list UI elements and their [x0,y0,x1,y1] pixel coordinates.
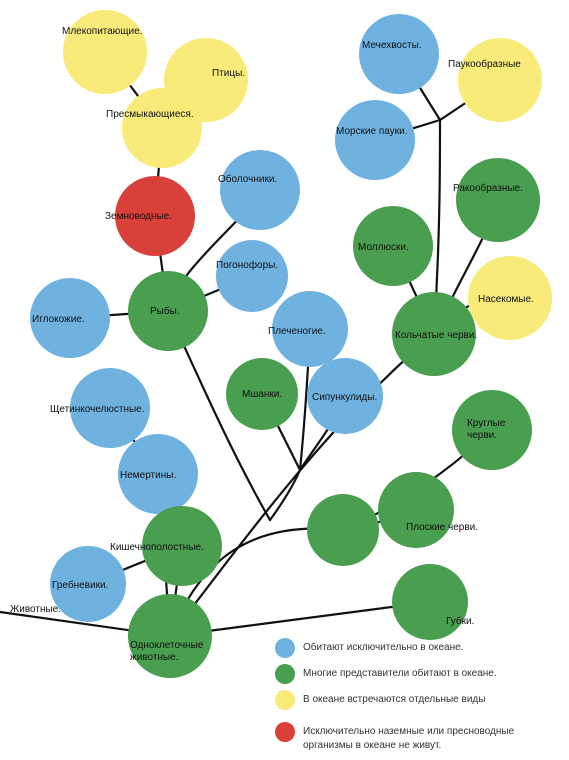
taxon-node [353,206,433,286]
taxon-node [50,546,126,622]
taxon-node [30,278,110,358]
taxon-node [70,368,150,448]
legend-text: Обитают исключительно в океане. [303,642,463,653]
taxon-node [307,494,379,566]
root-label: Животные. [10,604,61,615]
taxon-node [458,38,542,122]
taxon-node [216,240,288,312]
legend-dot [275,664,295,684]
taxon-node [63,10,147,94]
taxon-node [392,292,476,376]
taxon-node [118,434,198,514]
taxon-node [468,256,552,340]
taxon-node [115,176,195,256]
legend-dot [275,722,295,742]
legend-text: организмы в океане не живут. [303,740,441,751]
taxon-node [359,14,439,94]
legend-dot [275,690,295,710]
taxon-node [335,100,415,180]
legend-text: В океане встречаются отдельные виды [303,694,485,705]
taxon-node [128,271,208,351]
taxon-node [307,358,383,434]
taxon-node [128,594,212,678]
legend-text: Многие представители обитают в океане. [303,668,497,679]
taxon-node [456,158,540,242]
taxon-node [272,291,348,367]
phylogeny-diagram: Млекопитающие.Птицы.Пресмыкающиеся.Земно… [0,0,569,760]
taxon-node [378,472,454,548]
taxon-node [392,564,468,640]
tree-edge [270,470,300,520]
taxon-node [452,390,532,470]
taxon-node [226,358,298,430]
legend-dot [275,638,295,658]
taxon-node [220,150,300,230]
taxon-node [122,88,202,168]
legend-text: Исключительно наземные или пресноводные [303,726,514,737]
taxon-node [142,506,222,586]
